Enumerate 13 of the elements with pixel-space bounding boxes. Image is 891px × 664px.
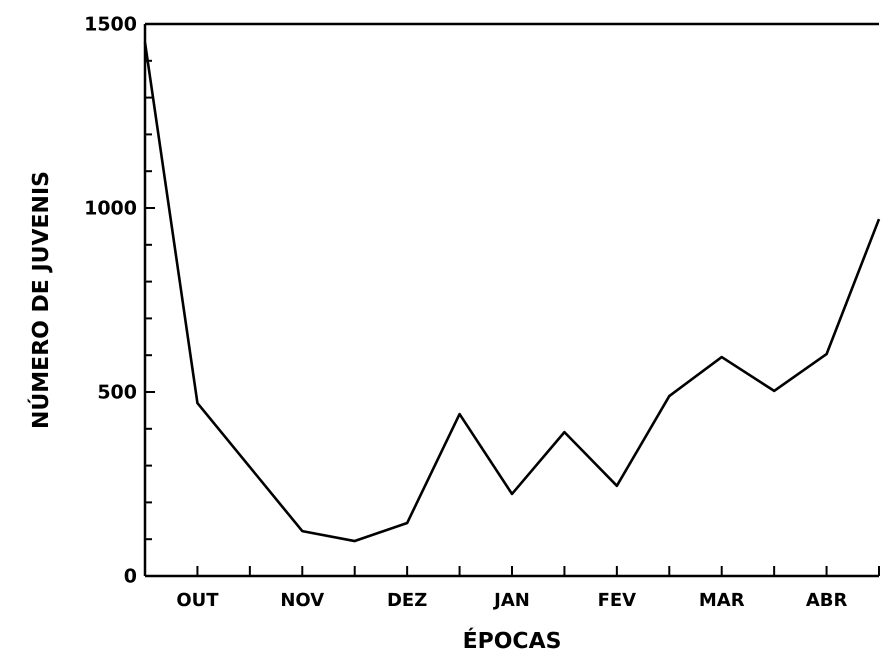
y-tick-label: 1500 xyxy=(84,14,137,36)
y-tick-label: 1000 xyxy=(84,198,137,220)
x-tick-label: FEV xyxy=(598,590,636,611)
x-tick-label: NOV xyxy=(280,590,324,611)
x-tick-label: OUT xyxy=(176,590,220,611)
y-tick-label: 0 xyxy=(124,566,137,588)
x-axis-title: ÉPOCAS xyxy=(462,627,562,654)
x-tick-label: ABR xyxy=(806,590,848,611)
y-tick-label: 500 xyxy=(97,382,137,404)
y-axis-title: NÚMERO DE JUVENIS xyxy=(27,171,54,429)
x-tick-label: JAN xyxy=(492,590,530,611)
x-tick-label: DEZ xyxy=(386,590,428,611)
x-tick-label: MAR xyxy=(698,590,745,611)
